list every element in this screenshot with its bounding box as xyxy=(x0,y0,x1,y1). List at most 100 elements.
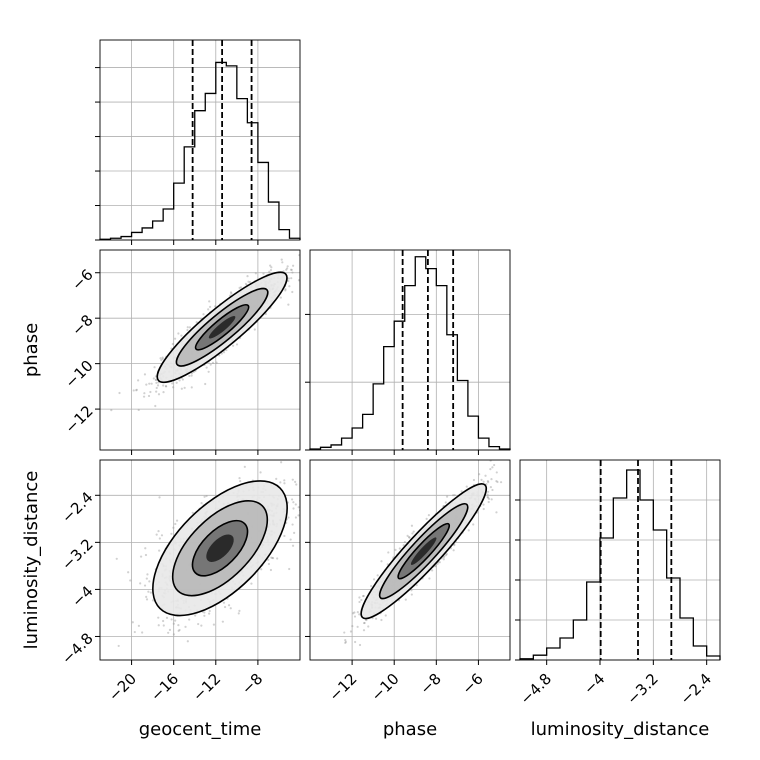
sample-point xyxy=(155,381,158,384)
y-tick-label: −2.4 xyxy=(58,488,96,526)
x-axis-label: luminosity_distance xyxy=(531,719,710,740)
sample-point xyxy=(394,548,397,552)
sample-point xyxy=(279,481,282,484)
sample-point xyxy=(172,633,175,636)
sample-point xyxy=(271,556,274,560)
sample-point xyxy=(229,291,233,294)
sample-point xyxy=(287,279,290,283)
sample-point xyxy=(167,631,170,634)
density-area xyxy=(110,254,304,412)
sample-point xyxy=(175,381,178,384)
sample-point xyxy=(186,328,189,332)
sample-point xyxy=(452,494,455,497)
sample-point xyxy=(293,531,296,534)
histogram-bar xyxy=(680,618,693,660)
x-tick-label: −2.4 xyxy=(677,670,715,708)
panel-frame xyxy=(309,249,511,451)
sample-point xyxy=(154,404,157,408)
sample-point xyxy=(434,565,437,568)
sample-point xyxy=(271,557,275,560)
sample-point xyxy=(164,385,168,388)
sample-point xyxy=(267,451,269,453)
sample-point xyxy=(487,497,491,500)
sample-point xyxy=(444,501,447,504)
sample-point xyxy=(291,478,294,481)
sample-point xyxy=(291,271,294,274)
sample-point xyxy=(208,300,211,303)
sample-point xyxy=(410,593,413,596)
sample-point xyxy=(135,388,138,391)
sample-point xyxy=(344,640,347,643)
sample-point xyxy=(238,609,241,612)
sample-point xyxy=(161,357,164,360)
sample-point xyxy=(230,453,232,455)
sample-point xyxy=(150,382,153,385)
sample-point xyxy=(302,268,304,270)
sample-point xyxy=(495,479,498,483)
sample-point xyxy=(284,289,287,292)
sample-point xyxy=(161,356,164,359)
histogram-step xyxy=(519,469,721,660)
sample-point xyxy=(306,501,308,503)
sample-point xyxy=(214,305,217,308)
sample-point xyxy=(427,514,431,517)
sample-point xyxy=(149,591,152,594)
sample-point xyxy=(145,598,149,601)
sample-point xyxy=(544,438,546,440)
sample-point xyxy=(238,286,241,290)
sample-point xyxy=(247,280,250,283)
sample-point xyxy=(287,516,290,519)
sample-point xyxy=(145,595,148,598)
sample-point xyxy=(301,287,303,289)
sample-point xyxy=(270,556,273,559)
sample-point xyxy=(190,374,193,377)
histogram-bar xyxy=(373,384,384,450)
sample-point xyxy=(285,268,288,271)
sample-point xyxy=(190,372,193,375)
histogram-bar xyxy=(693,646,706,660)
sample-point xyxy=(452,549,455,552)
sample-point xyxy=(304,521,306,523)
sample-point xyxy=(295,483,298,486)
density-contour xyxy=(410,537,437,565)
sample-point xyxy=(137,379,140,382)
sample-point xyxy=(280,258,283,261)
sample-point xyxy=(162,384,165,387)
histogram-bar xyxy=(132,232,143,240)
x-tick-label: −16 xyxy=(147,670,182,705)
sample-point xyxy=(493,463,496,467)
sample-point xyxy=(489,468,492,471)
x-tick-label: −8 xyxy=(238,670,266,698)
sample-point xyxy=(279,296,282,299)
sample-point xyxy=(229,607,232,610)
sample-point xyxy=(154,378,157,382)
sample-point xyxy=(290,268,293,272)
histogram-bar xyxy=(587,582,600,660)
sample-point xyxy=(287,277,290,280)
histogram-bar xyxy=(247,123,258,240)
x-tick-label: −20 xyxy=(105,670,140,705)
sample-point xyxy=(484,474,487,477)
panel-2d-phase-luminosity_distance: −12 −10 −8 −6 phase xyxy=(305,438,546,740)
sample-point xyxy=(487,490,490,493)
sample-point xyxy=(239,480,242,483)
sample-point xyxy=(288,285,291,288)
sample-point xyxy=(487,500,490,504)
x-tick-label: −10 xyxy=(368,670,403,705)
sample-point xyxy=(155,390,158,393)
sample-point xyxy=(110,409,113,412)
sample-point xyxy=(180,334,183,337)
sample-point xyxy=(358,613,361,616)
sample-point xyxy=(239,286,243,289)
x-tick-label: −8 xyxy=(416,670,444,698)
sample-point xyxy=(283,534,286,538)
panel-frame xyxy=(519,459,721,661)
sample-point xyxy=(225,348,228,352)
sample-point xyxy=(297,279,300,282)
sample-point xyxy=(152,377,155,380)
sample-point xyxy=(472,523,475,526)
sample-point xyxy=(222,601,226,604)
sample-point xyxy=(267,562,271,566)
histogram-bar xyxy=(195,111,206,240)
sample-point xyxy=(250,582,253,585)
